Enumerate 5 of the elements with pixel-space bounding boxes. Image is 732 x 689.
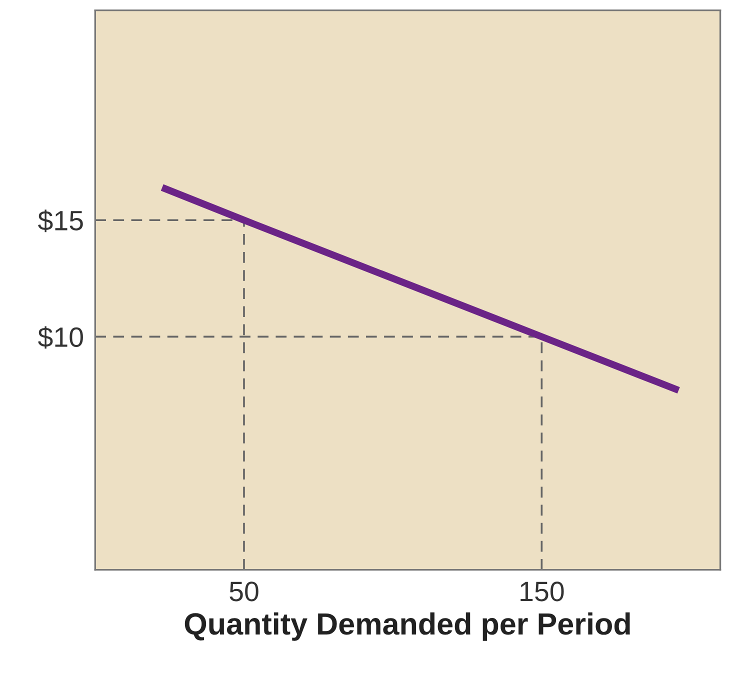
- x-tick-label: 150: [520, 582, 564, 602]
- x-tick-label: 50: [230, 582, 258, 602]
- x-axis-title: Quantity Demanded per Period: [184, 612, 630, 641]
- y-tick-label: $15: [38, 210, 83, 232]
- y-tick-label: $10: [38, 326, 83, 349]
